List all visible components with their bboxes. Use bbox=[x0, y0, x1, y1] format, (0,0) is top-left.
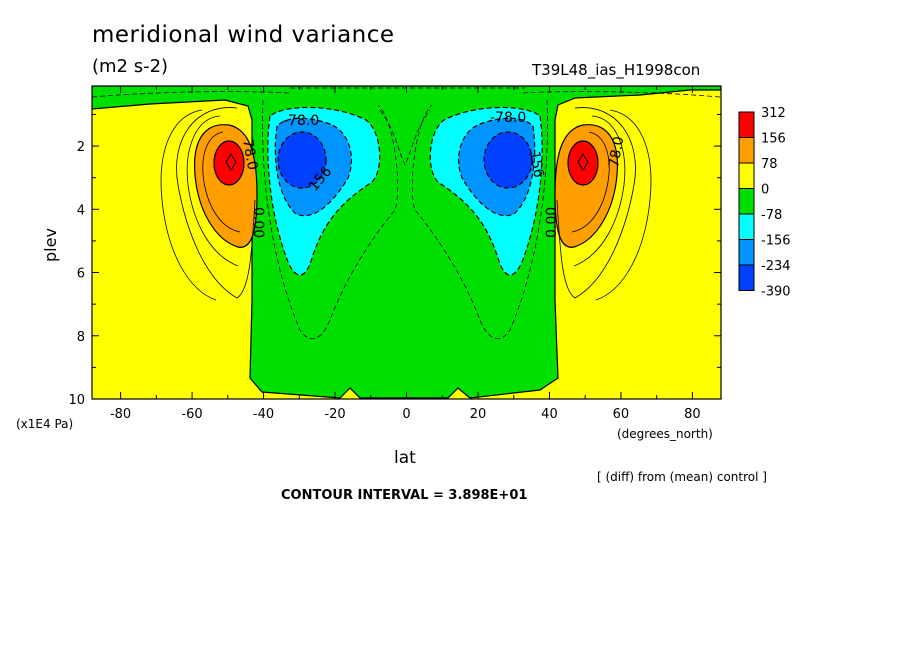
x-tick-label: -80 bbox=[110, 407, 131, 422]
x-tick-label: -20 bbox=[324, 407, 345, 422]
x-tick-label: 0 bbox=[402, 407, 410, 422]
x-tick-label: 40 bbox=[541, 407, 558, 422]
negative-fill-nh-390 bbox=[483, 131, 533, 189]
colorbar-swatch bbox=[738, 188, 755, 215]
y-tick-label: 8 bbox=[77, 330, 85, 345]
x-tick-label: 60 bbox=[613, 407, 630, 422]
colorbar-label: -234 bbox=[761, 259, 791, 274]
chart-title: meridional wind variance bbox=[92, 22, 395, 48]
positive-fill-nh-312 bbox=[567, 140, 599, 186]
colorbar-swatch bbox=[738, 137, 755, 164]
colorbar-label: -390 bbox=[761, 285, 791, 300]
y-tick-label: 6 bbox=[77, 267, 85, 282]
experiment-label: T39L48_ias_H1998con bbox=[532, 61, 701, 79]
y-axis: 2 4 6 8 10 bbox=[68, 113, 721, 408]
contour-label: 78.0 bbox=[239, 138, 260, 171]
negative-fill-sh-390 bbox=[277, 131, 327, 189]
colorbar-label: 312 bbox=[761, 106, 786, 121]
y-axis-title: plev bbox=[41, 228, 60, 262]
diff-note: [ (diff) from (mean) control ] bbox=[597, 470, 767, 484]
x-tick-label: 20 bbox=[470, 407, 487, 422]
colorbar-swatch bbox=[738, 264, 755, 291]
contour-label: 78.0 bbox=[606, 135, 627, 168]
colorbar-label: 78 bbox=[761, 157, 778, 172]
negative-region bbox=[92, 86, 721, 399]
plot-area: -78.0 -78.0 78.0 78.0 156 156 0.00 0.00 bbox=[92, 86, 721, 399]
x-tick-label: -60 bbox=[181, 407, 202, 422]
colorbar-swatch bbox=[738, 111, 755, 138]
x-axis: -80 -60 -40 -20 0 20 40 60 80 bbox=[110, 86, 701, 422]
x-axis-units: (degrees_north) bbox=[617, 427, 713, 441]
positive-contour-lines bbox=[160, 107, 652, 301]
contour-label: 0.00 bbox=[250, 207, 266, 238]
y-tick-label: 2 bbox=[77, 140, 85, 155]
positive-fill-sh-312 bbox=[213, 140, 245, 186]
max-marker-sh bbox=[225, 153, 237, 171]
max-marker-nh bbox=[577, 153, 589, 171]
colorbar-label: -78 bbox=[761, 208, 782, 223]
x-tick-label: 80 bbox=[684, 407, 701, 422]
colorbar: 312 156 78 0 -78 -156 -234 -390 bbox=[738, 106, 791, 300]
colorbar-label: 0 bbox=[761, 183, 769, 198]
contour-label: -78.0 bbox=[490, 110, 526, 126]
y-tick-label: 4 bbox=[77, 203, 85, 218]
y-axis-units: (x1E4 Pa) bbox=[16, 417, 73, 431]
colorbar-swatch bbox=[738, 239, 755, 266]
x-tick-label: -40 bbox=[253, 407, 274, 422]
contour-interval-label: CONTOUR INTERVAL = 3.898E+01 bbox=[281, 488, 528, 503]
contour-label: 0.00 bbox=[544, 207, 560, 238]
contour-label: 156 bbox=[526, 150, 546, 179]
chart-units: (m2 s-2) bbox=[92, 56, 169, 77]
colorbar-label: 156 bbox=[761, 132, 786, 147]
contour-label: -78.0 bbox=[283, 113, 319, 129]
negative-contour-lines bbox=[92, 87, 721, 340]
colorbar-label: -156 bbox=[761, 234, 791, 249]
x-axis-title: lat bbox=[394, 448, 416, 468]
y-tick-label: 10 bbox=[68, 393, 85, 408]
colorbar-swatch bbox=[738, 213, 755, 240]
colorbar-swatch bbox=[738, 162, 755, 189]
